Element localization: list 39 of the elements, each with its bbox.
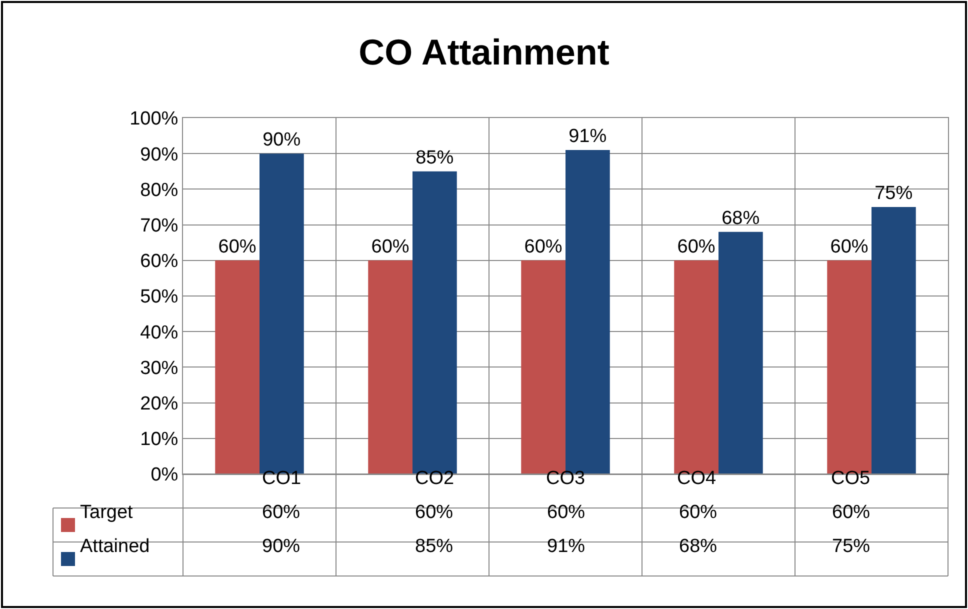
data-label: 85%	[415, 536, 454, 557]
text: 85%	[416, 147, 454, 168]
y-tick-label: 10%	[140, 429, 178, 450]
data-label: 60%	[679, 502, 718, 523]
text: 60%	[830, 236, 868, 258]
y-tick-label: 90%	[140, 144, 178, 166]
y-tick-label: 40%	[140, 322, 178, 344]
y-tick-label: 60%	[140, 251, 178, 272]
data-label: 75%	[832, 536, 870, 557]
text: 75%	[874, 183, 913, 204]
y-tick-label: 0%	[150, 464, 178, 486]
legend-label: Attained	[80, 536, 150, 557]
data-label: 90%	[262, 536, 300, 557]
x-tick-label: CO2	[415, 468, 454, 489]
text: 60%	[677, 236, 716, 258]
y-tick-label: 50%	[140, 286, 178, 308]
data-label: 91%	[547, 536, 586, 557]
data-label: 60%	[415, 502, 454, 523]
text: 90%	[262, 130, 301, 151]
y-tick-label: 70%	[140, 215, 178, 236]
data-label: 60%	[262, 502, 300, 523]
chart-title: CO Attainment	[358, 32, 610, 73]
data-label: 60%	[832, 502, 870, 523]
x-tick-label: CO4	[677, 468, 716, 489]
x-tick-label: CO5	[831, 468, 870, 489]
text: 60%	[371, 236, 410, 258]
legend-label: Target	[80, 502, 134, 523]
text: 68%	[722, 208, 760, 229]
y-tick-label: 30%	[140, 358, 178, 379]
y-tick-label: 100%	[130, 108, 178, 130]
y-tick-label: 80%	[140, 180, 178, 201]
x-tick-label: CO1	[262, 468, 302, 489]
y-tick-label: 20%	[140, 393, 178, 414]
text: 91%	[568, 126, 607, 148]
data-label: 60%	[547, 502, 586, 523]
text: 60%	[524, 236, 562, 258]
text: 60%	[218, 236, 256, 258]
x-tick-label: CO3	[546, 468, 586, 489]
data-label: 68%	[679, 536, 718, 557]
